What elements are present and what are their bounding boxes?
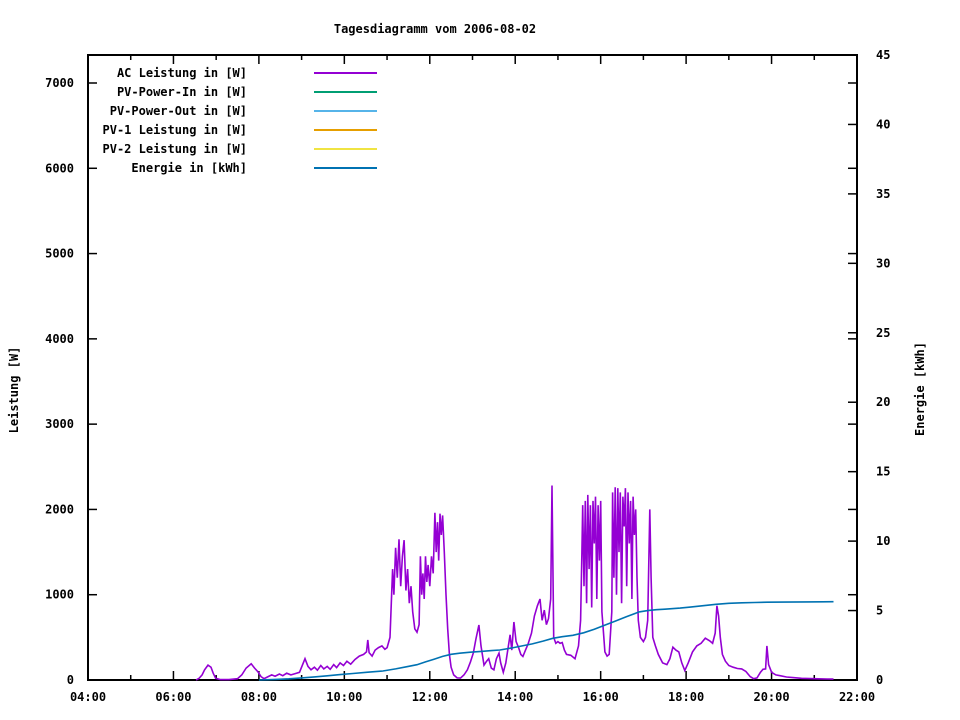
svg-text:2000: 2000 <box>45 502 74 516</box>
y-axis-ticks <box>88 82 857 681</box>
x-axis-ticks <box>87 55 858 680</box>
legend-sample-line-pv-power-in <box>314 90 377 93</box>
legend-label-ac-leistung: AC Leistung in [W] <box>116 65 247 80</box>
svg-text:1000: 1000 <box>45 588 74 602</box>
chart-title: Tagesdiagramm vom 2006-08-02 <box>333 22 537 36</box>
svg-text:08:00: 08:00 <box>241 690 277 704</box>
legend-row-energie: Energie in [kWh] <box>0 158 377 177</box>
svg-text:0: 0 <box>67 673 74 687</box>
svg-text:15: 15 <box>876 465 890 479</box>
svg-text:06:00: 06:00 <box>155 690 191 704</box>
svg-text:45: 45 <box>876 48 890 62</box>
svg-text:04:00: 04:00 <box>70 690 106 704</box>
svg-text:7000: 7000 <box>45 76 74 90</box>
legend-row-pv-power-out: PV-Power-Out in [W] <box>0 101 377 120</box>
svg-text:35: 35 <box>876 187 890 201</box>
svg-text:22:00: 22:00 <box>839 690 875 704</box>
legend-sample-line-energie <box>314 166 377 169</box>
svg-text:0: 0 <box>876 673 883 687</box>
svg-text:40: 40 <box>876 117 890 131</box>
svg-text:4000: 4000 <box>45 332 74 346</box>
legend-label-pv2-leistung: PV-2 Leistung in [W] <box>102 141 248 156</box>
legend-sample-line-ac-leistung <box>314 71 377 74</box>
legend-row-pv1-leistung: PV-1 Leistung in [W] <box>0 120 377 139</box>
svg-text:30: 30 <box>876 256 890 270</box>
svg-text:5: 5 <box>876 604 883 618</box>
svg-text:10:00: 10:00 <box>326 690 362 704</box>
svg-text:12:00: 12:00 <box>412 690 448 704</box>
svg-text:25: 25 <box>876 326 890 340</box>
y-axis-label: Leistung [W] <box>7 346 21 434</box>
legend-row-ac-leistung: AC Leistung in [W] <box>0 63 377 82</box>
y2-axis-ticks <box>848 54 857 681</box>
y-axis-tick-labels: 0 1000 2000 3000 4000 5000 6000 7000 <box>45 76 74 687</box>
legend-sample-line-pv-power-out <box>314 109 377 112</box>
svg-text:20:00: 20:00 <box>753 690 789 704</box>
svg-text:14:00: 14:00 <box>497 690 533 704</box>
svg-text:5000: 5000 <box>45 247 74 261</box>
legend-label-pv1-leistung: PV-1 Leistung in [W] <box>102 122 248 137</box>
legend-label-pv-power-out: PV-Power-Out in [W] <box>109 103 247 118</box>
legend-label-energie: Energie in [kWh] <box>131 160 247 175</box>
y2-axis-tick-labels: 0 5 10 15 20 25 30 35 40 45 <box>876 48 890 687</box>
svg-text:20: 20 <box>876 395 890 409</box>
legend-row-pv2-leistung: PV-2 Leistung in [W] <box>0 139 377 158</box>
legend-sample-line-pv1-leistung <box>314 128 377 131</box>
series-line-5 <box>258 600 834 681</box>
svg-text:18:00: 18:00 <box>668 690 704 704</box>
svg-text:3000: 3000 <box>45 417 74 431</box>
svg-text:6000: 6000 <box>45 161 74 175</box>
y2-axis-label: Energie [kWh] <box>913 342 927 436</box>
svg-text:16:00: 16:00 <box>583 690 619 704</box>
legend-label-pv-power-in: PV-Power-In in [W] <box>116 84 247 99</box>
legend-sample-line-pv2-leistung <box>314 147 377 150</box>
legend-row-pv-power-in: PV-Power-In in [W] <box>0 82 377 101</box>
svg-text:10: 10 <box>876 534 890 548</box>
series-line-0 <box>195 485 834 681</box>
legend: AC Leistung in [W] PV-Power-In in [W] PV… <box>0 63 377 177</box>
x-axis-tick-labels: 04:00 06:00 08:00 10:00 12:00 14:00 16:00 18:00… <box>70 690 875 704</box>
